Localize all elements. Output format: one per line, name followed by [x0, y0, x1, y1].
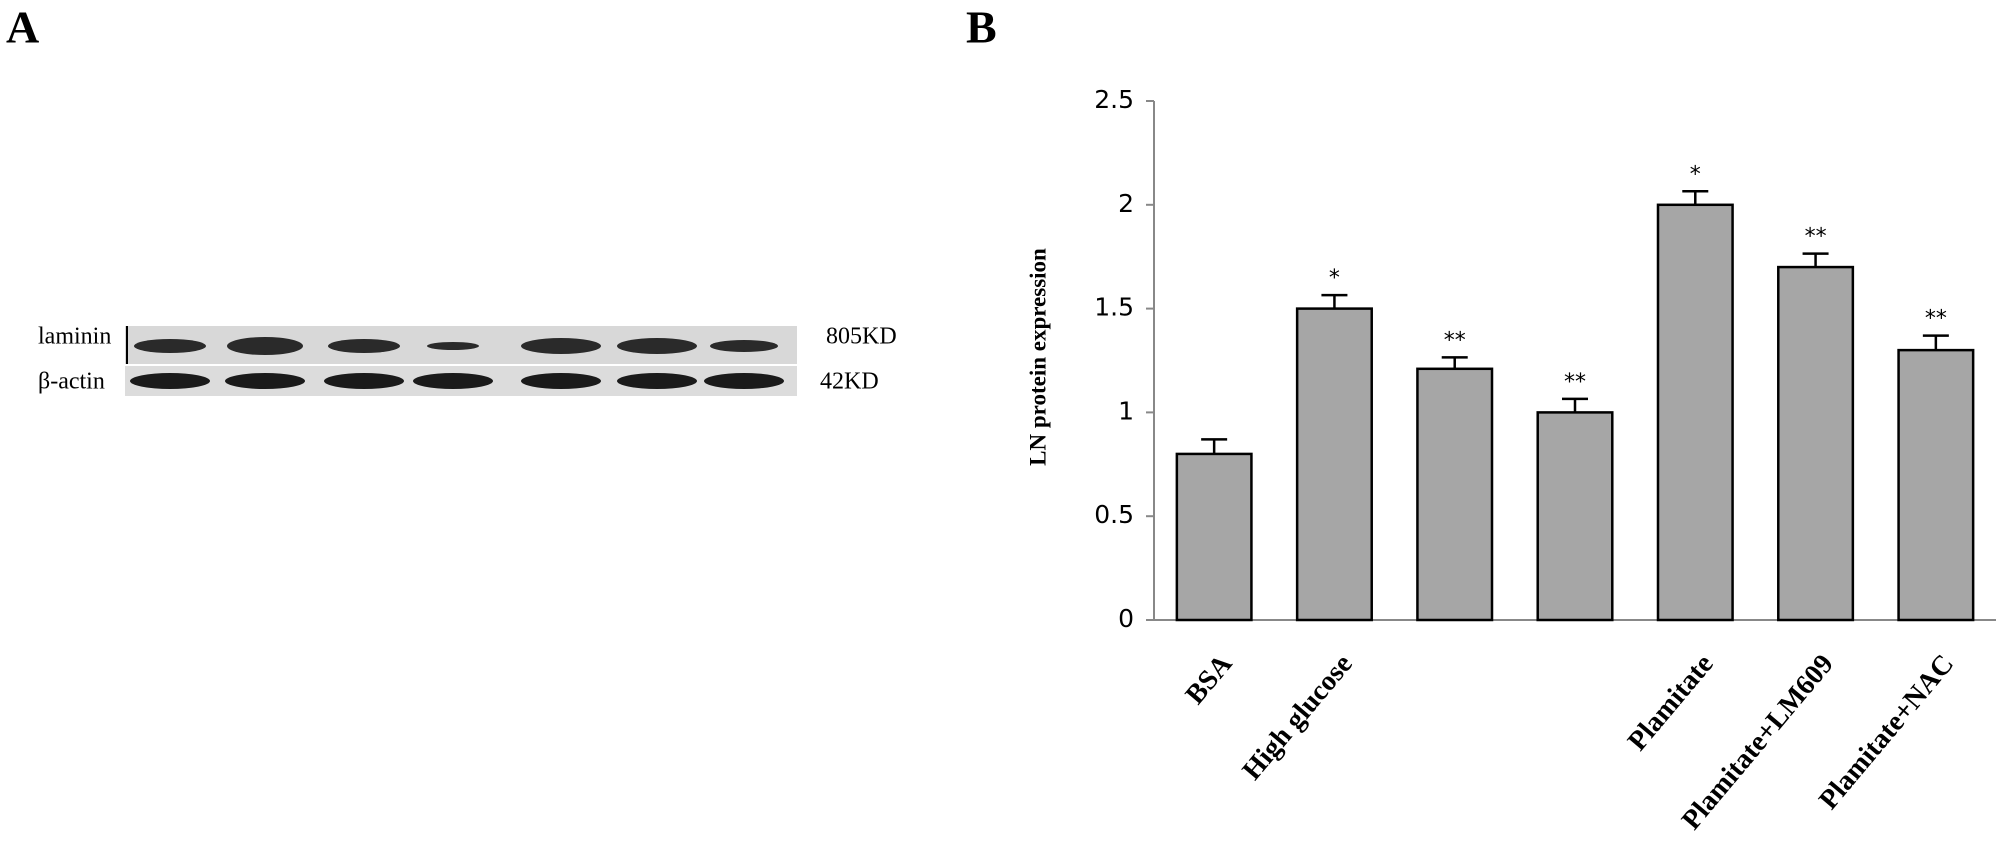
error-bar — [1802, 252, 1829, 268]
y-tick-label: 1 — [1118, 396, 1134, 425]
bar — [1777, 265, 1855, 622]
bar — [1897, 348, 1975, 622]
y-axis-label: LN protein expression — [1025, 248, 1050, 466]
error-bar — [1562, 397, 1588, 413]
x-tick-label: Plamitate — [1622, 649, 1720, 757]
significance-label: * — [1690, 162, 1701, 187]
error-bar — [1682, 190, 1709, 205]
band — [130, 373, 210, 389]
band — [227, 337, 303, 355]
band — [704, 373, 784, 389]
blot-size: 42KD — [820, 369, 879, 395]
error-bar — [1201, 438, 1228, 454]
y-tick-label: 2 — [1118, 189, 1134, 218]
x-tick-label: High glucose — [1236, 649, 1358, 786]
band — [617, 373, 697, 389]
y-tick-label: 2.5 — [1094, 85, 1134, 114]
y-tick-label: 1.5 — [1094, 293, 1134, 322]
band — [617, 338, 697, 354]
significance-label: * — [1329, 266, 1340, 291]
panel-label: B — [966, 2, 997, 53]
band — [324, 373, 404, 389]
blot-label: β-actin — [38, 369, 105, 395]
x-tick-label: BSA — [1180, 648, 1239, 710]
band — [710, 340, 778, 352]
band — [521, 338, 601, 354]
bar — [1656, 203, 1734, 622]
y-tick-label: 0 — [1118, 604, 1134, 633]
band — [328, 339, 400, 353]
panel-label: A — [6, 2, 39, 53]
bar — [1295, 307, 1373, 622]
blot-size: 805KD — [826, 324, 897, 350]
band — [134, 339, 206, 353]
band — [413, 373, 493, 389]
y-tick-label: 0.5 — [1094, 500, 1134, 529]
bar — [1536, 411, 1614, 622]
error-bar — [1321, 293, 1348, 309]
significance-label: ** — [1564, 370, 1586, 395]
blot-label: laminin — [38, 324, 111, 350]
western-blot: laminin β-actin 805KD 42KD — [38, 324, 897, 396]
band — [225, 373, 305, 389]
significance-label: ** — [1444, 328, 1466, 353]
band — [427, 342, 479, 350]
bar — [1416, 367, 1494, 622]
significance-label: ** — [1805, 225, 1827, 250]
band — [521, 373, 601, 389]
bar — [1175, 452, 1253, 622]
error-bar — [1922, 334, 1949, 351]
significance-label: ** — [1925, 307, 1947, 332]
error-bar — [1441, 356, 1468, 369]
